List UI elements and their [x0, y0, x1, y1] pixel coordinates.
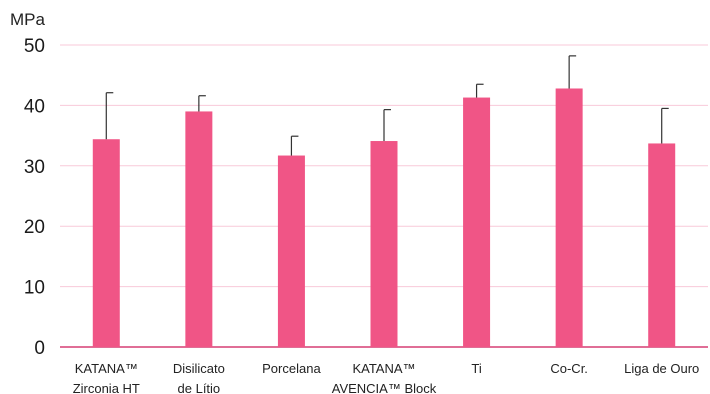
y-tick-label: 30: [24, 157, 45, 178]
bar: [648, 143, 676, 347]
x-tick-label: KATANA™: [75, 361, 138, 376]
y-tick-label: 10: [24, 278, 45, 299]
bar: [463, 97, 491, 347]
x-tick-label: Liga de Ouro: [624, 361, 699, 376]
bar: [370, 141, 398, 347]
bar: [555, 88, 583, 347]
y-axis-ticks: 0 10 20 30 40 50: [24, 36, 45, 359]
x-tick-label: KATANA™: [352, 361, 415, 376]
bar: [92, 139, 120, 347]
x-tick-label: Disilicato: [173, 361, 225, 376]
bars: [92, 88, 676, 347]
y-tick-label: 20: [24, 217, 45, 238]
y-axis-unit-label: MPa: [10, 10, 46, 29]
x-tick-label: Ti: [471, 361, 481, 376]
bar: [277, 155, 305, 347]
x-tick-label: Porcelana: [262, 361, 321, 376]
y-tick-label: 50: [24, 36, 45, 57]
x-tick-label: AVENCIA™ Block: [332, 381, 437, 394]
error-bars: [105, 55, 669, 156]
x-tick-label: de Lítio: [178, 381, 221, 394]
y-tick-label: 0: [34, 338, 45, 359]
x-tick-label: Co-Cr.: [550, 361, 588, 376]
x-tick-label: Zirconia HT: [73, 381, 140, 394]
x-axis-ticks: KATANA™ Zirconia HT Disilicato de Lítio Porc…: [73, 361, 700, 394]
bar: [185, 111, 213, 347]
y-tick-label: 40: [24, 96, 45, 117]
